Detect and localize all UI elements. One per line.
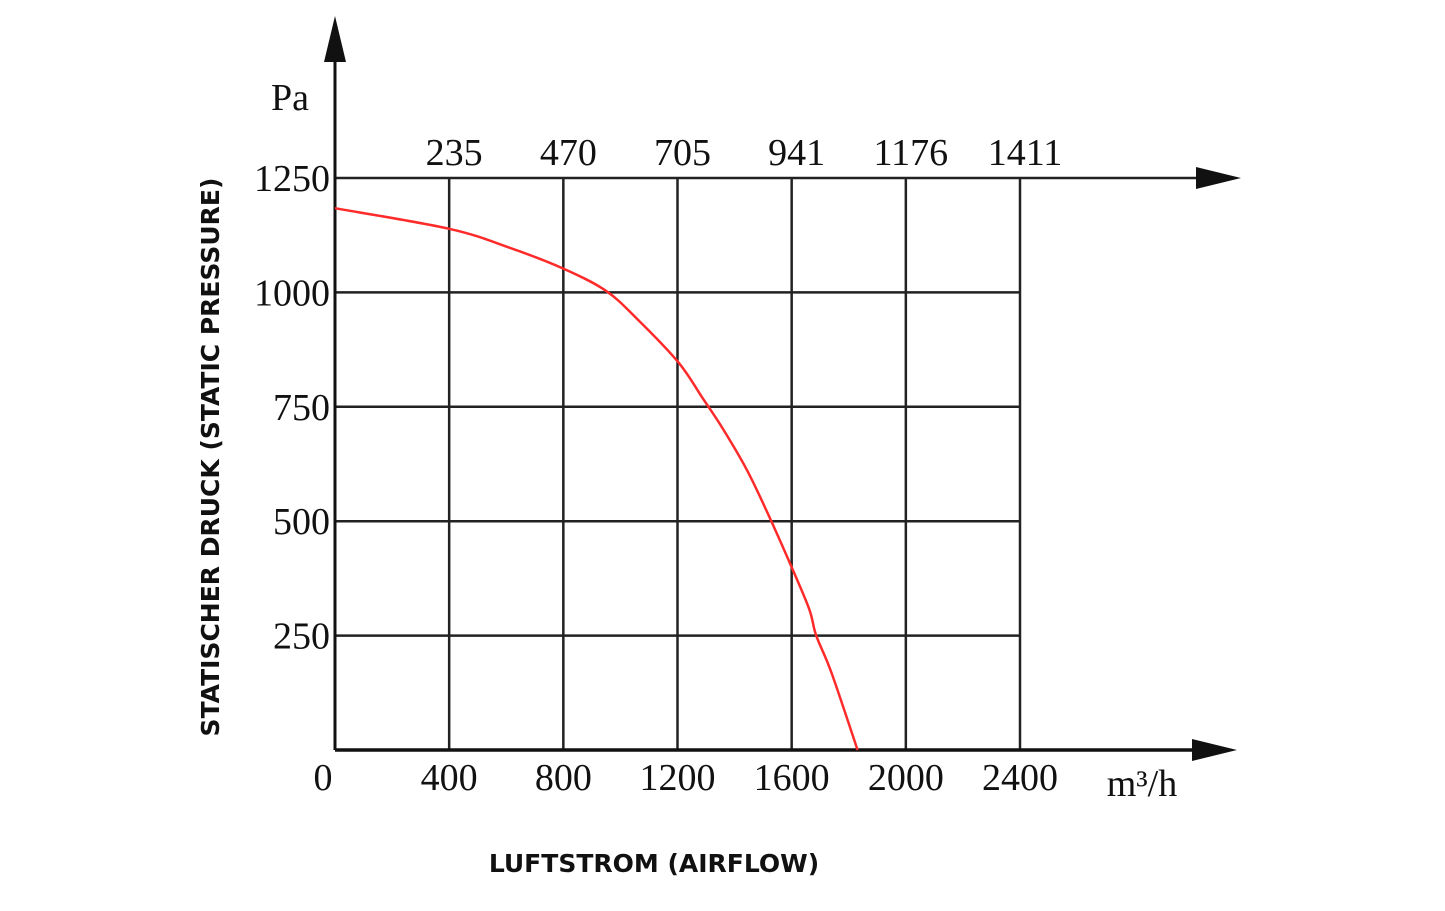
axes [324,16,1241,761]
x-unit-label: m³/h [1107,763,1178,805]
top-tick-label: 235 [426,132,483,174]
top-axis-arrow-icon [1196,167,1241,189]
x-tick-label: 400 [421,757,478,799]
x-tick-label: 2400 [982,757,1058,799]
x-tick-label: 800 [535,757,592,799]
y-axis-arrow-icon [324,16,346,62]
x-axis-title: LUFTSTROM (AIRFLOW) [489,849,819,878]
y-tick-label: 500 [273,501,330,543]
series [334,206,859,751]
y-tick-label: 250 [273,616,330,658]
top-tick-label: 470 [540,132,597,174]
grid [335,176,1205,750]
top-tick-label: 1176 [874,132,949,174]
x-tick-label: 1200 [640,757,716,799]
top-tick-label: 1411 [988,132,1063,174]
x-tick-label: 2000 [868,757,944,799]
labels: Pa m³/h LUFTSTROM (AIRFLOW) STATISCHER D… [196,77,1177,878]
y-tick-label: 1000 [254,272,330,314]
pressure-curve-line [334,206,859,751]
y-tick-label: 750 [273,387,330,429]
x-axis-arrow-icon [1192,739,1237,761]
x-tick-label: 0 [314,757,333,799]
top-tick-label: 941 [768,132,825,174]
y-axis-title: STATISCHER DRUCK (STATIC PRESSURE) [196,178,225,737]
y-tick-label: 1250 [254,158,330,200]
top-tick-label: 705 [654,132,711,174]
x-tick-label: 1600 [754,757,830,799]
y-unit-label: Pa [271,77,309,119]
